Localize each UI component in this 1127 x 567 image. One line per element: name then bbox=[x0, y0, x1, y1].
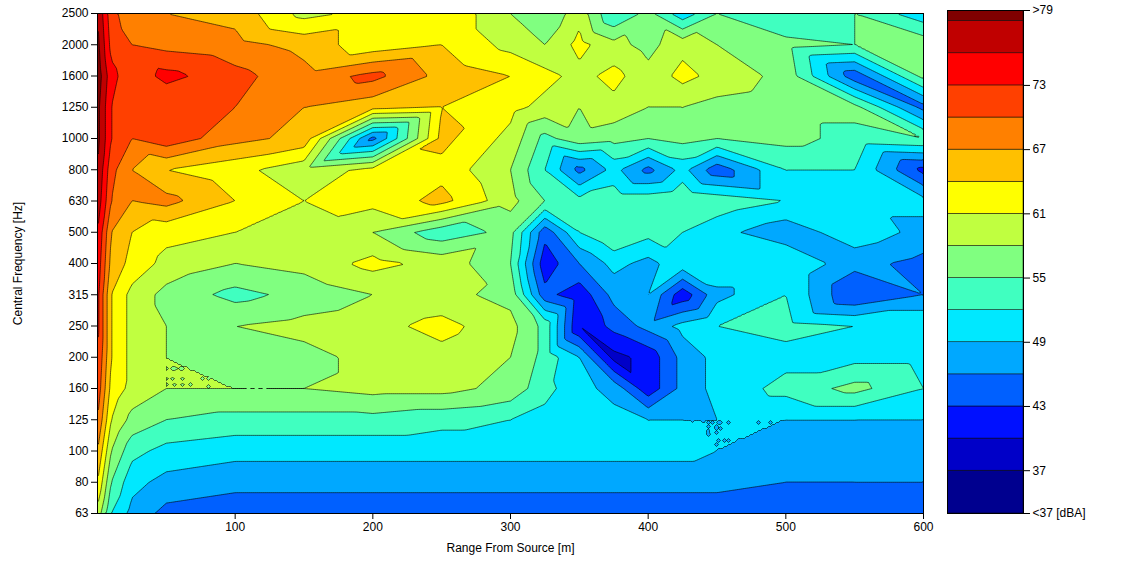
svg-text:73: 73 bbox=[1033, 78, 1047, 92]
svg-text:500: 500 bbox=[68, 225, 88, 239]
svg-text:250: 250 bbox=[68, 319, 88, 333]
svg-text:1600: 1600 bbox=[62, 69, 89, 83]
svg-text:63: 63 bbox=[75, 506, 89, 520]
svg-text:100: 100 bbox=[68, 444, 88, 458]
svg-text:630: 630 bbox=[68, 194, 88, 208]
svg-text:315: 315 bbox=[68, 288, 88, 302]
svg-text:400: 400 bbox=[638, 520, 658, 534]
svg-text:<37 [dBA]: <37 [dBA] bbox=[1033, 506, 1086, 520]
svg-text:1000: 1000 bbox=[62, 131, 89, 145]
svg-text:80: 80 bbox=[75, 475, 89, 489]
svg-text:>79: >79 bbox=[1033, 3, 1054, 17]
svg-text:37: 37 bbox=[1033, 464, 1047, 478]
svg-text:200: 200 bbox=[363, 520, 383, 534]
svg-text:200: 200 bbox=[68, 350, 88, 364]
svg-text:600: 600 bbox=[913, 520, 933, 534]
svg-text:Central Frequency [Hz]: Central Frequency [Hz] bbox=[11, 202, 25, 325]
svg-text:1250: 1250 bbox=[62, 100, 89, 114]
svg-text:Range From Source [m]: Range From Source [m] bbox=[446, 541, 574, 555]
svg-text:2500: 2500 bbox=[62, 6, 89, 20]
svg-text:100: 100 bbox=[225, 520, 245, 534]
svg-text:400: 400 bbox=[68, 256, 88, 270]
svg-text:800: 800 bbox=[68, 163, 88, 177]
svg-text:43: 43 bbox=[1033, 399, 1047, 413]
svg-text:61: 61 bbox=[1033, 207, 1047, 221]
svg-text:2000: 2000 bbox=[62, 38, 89, 52]
svg-text:49: 49 bbox=[1033, 335, 1047, 349]
svg-text:67: 67 bbox=[1033, 142, 1047, 156]
svg-text:125: 125 bbox=[68, 413, 88, 427]
svg-text:300: 300 bbox=[500, 520, 520, 534]
svg-text:160: 160 bbox=[68, 381, 88, 395]
svg-text:55: 55 bbox=[1033, 271, 1047, 285]
svg-text:500: 500 bbox=[776, 520, 796, 534]
